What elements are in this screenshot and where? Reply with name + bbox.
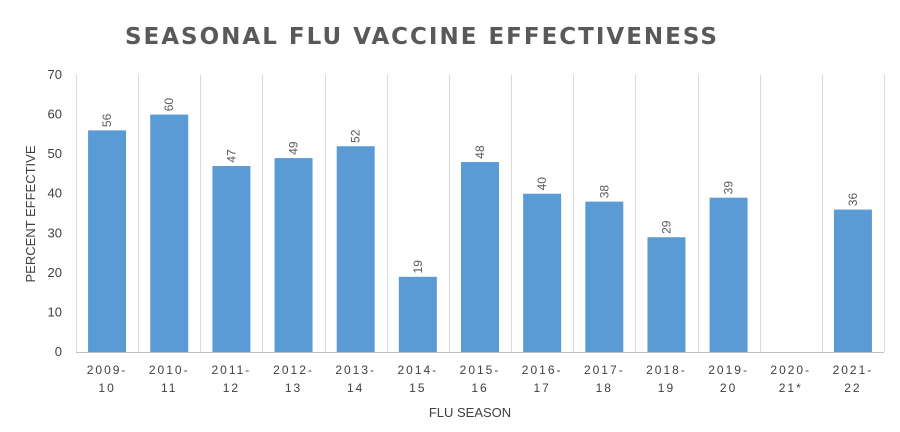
bar <box>585 201 624 352</box>
x-tick-label: 2018- <box>646 363 687 377</box>
x-tick-label: 14 <box>347 381 364 395</box>
x-tick-label: 2013- <box>335 363 376 377</box>
y-tick-label: 20 <box>48 265 62 280</box>
x-tick-label: 2020- <box>770 363 811 377</box>
data-label: 19 <box>411 260 425 274</box>
x-tick-label: 10 <box>98 381 115 395</box>
bar <box>647 237 686 352</box>
x-tick-label: 2011- <box>211 363 251 377</box>
bar <box>88 130 127 352</box>
x-tick-label: 2010- <box>149 363 190 377</box>
y-axis-label: PERCENT EFFECTIVE <box>23 145 38 282</box>
bar <box>833 209 872 352</box>
y-tick-label: 40 <box>48 186 62 201</box>
data-label: 52 <box>349 129 363 143</box>
bar <box>709 197 748 352</box>
bar <box>523 193 562 352</box>
bars <box>88 114 872 352</box>
bar <box>336 146 375 352</box>
x-tick-label: 2014- <box>397 363 438 377</box>
data-label: 56 <box>100 113 114 127</box>
x-tick-label: 22 <box>844 381 861 395</box>
x-tick-label: 2015- <box>460 363 501 377</box>
bar <box>150 114 189 352</box>
bar <box>274 158 313 352</box>
y-tick-label: 60 <box>48 107 62 122</box>
bar <box>461 162 499 352</box>
chart-title: SEASONAL FLU VACCINE EFFECTIVENESS <box>125 24 719 50</box>
gridlines <box>76 75 885 352</box>
data-label: 40 <box>535 177 549 191</box>
bar <box>212 166 251 352</box>
x-tick-label: 15 <box>409 381 426 395</box>
bar <box>398 276 437 352</box>
x-axis-ticks: 2009- 10 2010- 11 2011- 12 2012- 13 2013- 14 2014-… <box>87 363 874 395</box>
x-tick-label: 19 <box>658 381 675 395</box>
x-tick-label: 16 <box>471 381 488 395</box>
data-label: 47 <box>224 149 238 163</box>
y-tick-label: 50 <box>48 146 62 161</box>
data-label: 48 <box>473 145 487 159</box>
data-label: 38 <box>597 185 611 199</box>
x-tick-label: 2017- <box>584 363 625 377</box>
x-axis-label: FLU SEASON <box>429 405 511 420</box>
data-label: 39 <box>722 181 736 195</box>
y-tick-label: 70 <box>48 67 62 82</box>
x-tick-label: 2009- <box>87 363 128 377</box>
x-tick-label: 21* <box>779 381 803 395</box>
data-label: 60 <box>162 98 176 112</box>
x-tick-label: 12 <box>223 381 240 395</box>
x-tick-label: 13 <box>285 381 302 395</box>
x-tick-label: 17 <box>533 381 550 395</box>
y-tick-label: 30 <box>48 225 62 240</box>
x-tick-label: 2021- <box>833 363 874 377</box>
x-tick-label: 2019- <box>708 363 749 377</box>
data-labels: 56 60 47 49 52 19 48 40 38 29 39 36 <box>100 98 860 274</box>
data-label: 36 <box>846 193 860 207</box>
x-tick-label: 20 <box>720 381 737 395</box>
data-label: 49 <box>287 141 301 155</box>
x-tick-label: 2016- <box>522 363 563 377</box>
data-label: 29 <box>659 220 673 234</box>
x-tick-label: 2012- <box>273 363 314 377</box>
y-tick-label: 10 <box>48 304 62 319</box>
y-axis-ticks: 0 10 20 30 40 50 60 70 <box>48 67 62 359</box>
x-tick-label: 11 <box>161 381 177 395</box>
x-tick-label: 18 <box>596 381 613 395</box>
y-tick-label: 0 <box>55 344 62 359</box>
